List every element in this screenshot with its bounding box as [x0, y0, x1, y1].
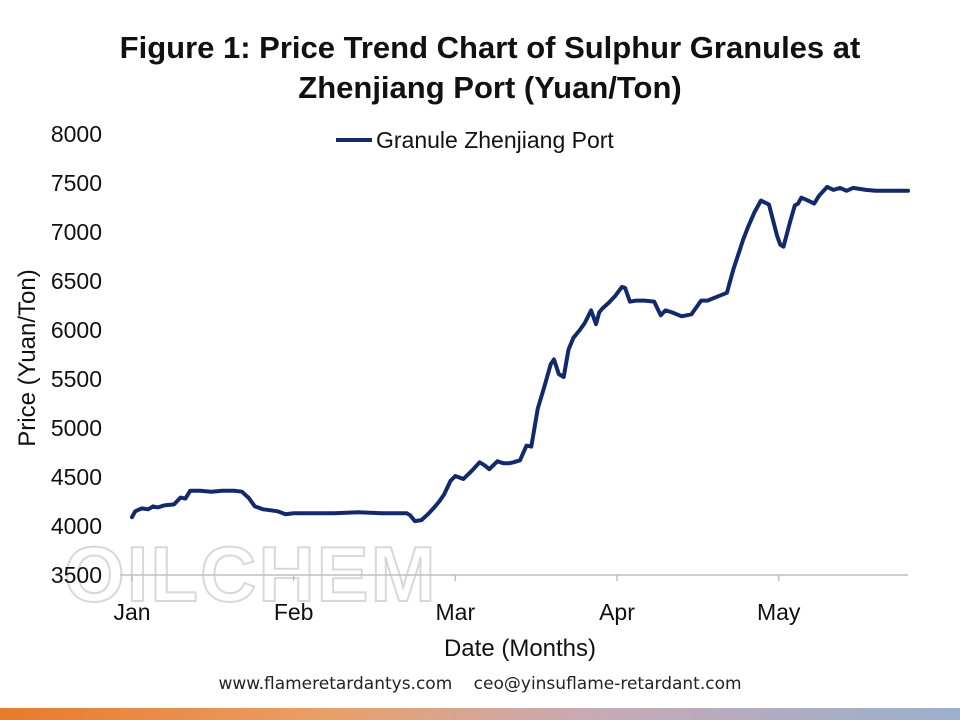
y-tick-label: 8000: [51, 121, 102, 147]
y-tick-label: 5500: [51, 366, 102, 392]
y-tick-label: 4000: [51, 513, 102, 539]
x-tick-label: May: [757, 599, 801, 625]
legend-label: Granule Zhenjiang Port: [376, 127, 614, 153]
y-tick-label: 7000: [51, 219, 102, 245]
chart-title-line-1: Figure 1: Price Trend Chart of Sulphur G…: [119, 30, 861, 65]
x-tick-label: Apr: [599, 599, 635, 625]
y-axis-label: Price (Yuan/Ton): [14, 269, 41, 446]
y-axis: 3500 4000 4500 5000 5500 6000 6500 7000 7500 8000: [51, 121, 102, 588]
y-tick-label: 5000: [51, 415, 102, 441]
footer-email[interactable]: ceo@yinsuflame-retardant.com: [473, 674, 742, 694]
legend: Granule Zhenjiang Port: [336, 127, 614, 153]
x-tick-label: Mar: [436, 599, 476, 625]
x-axis-label: Date (Months): [444, 635, 596, 662]
footer-website[interactable]: www.flameretardantys.com: [218, 674, 453, 694]
x-tick-label: Jan: [113, 599, 150, 625]
y-tick-label: 7500: [51, 170, 102, 196]
y-tick-label: 3500: [51, 562, 102, 588]
y-tick-label: 4500: [51, 464, 102, 490]
footer: www.flameretardantys.com ceo@yinsuflame-…: [0, 674, 960, 694]
watermark-logo: OILCHEM: [64, 530, 438, 618]
x-tick-label: Feb: [274, 599, 314, 625]
series-line-granule-zhenjiang-port: [130, 184, 910, 524]
chart-title: Figure 1: Price Trend Chart of Sulphur G…: [80, 28, 900, 108]
chart-title-line-2: Zhenjiang Port (Yuan/Ton): [298, 70, 682, 105]
bottom-accent-bar: [0, 708, 960, 720]
x-axis: Jan Feb Mar Apr May: [113, 575, 801, 625]
y-tick-label: 6000: [51, 317, 102, 343]
y-tick-label: 6500: [51, 268, 102, 294]
